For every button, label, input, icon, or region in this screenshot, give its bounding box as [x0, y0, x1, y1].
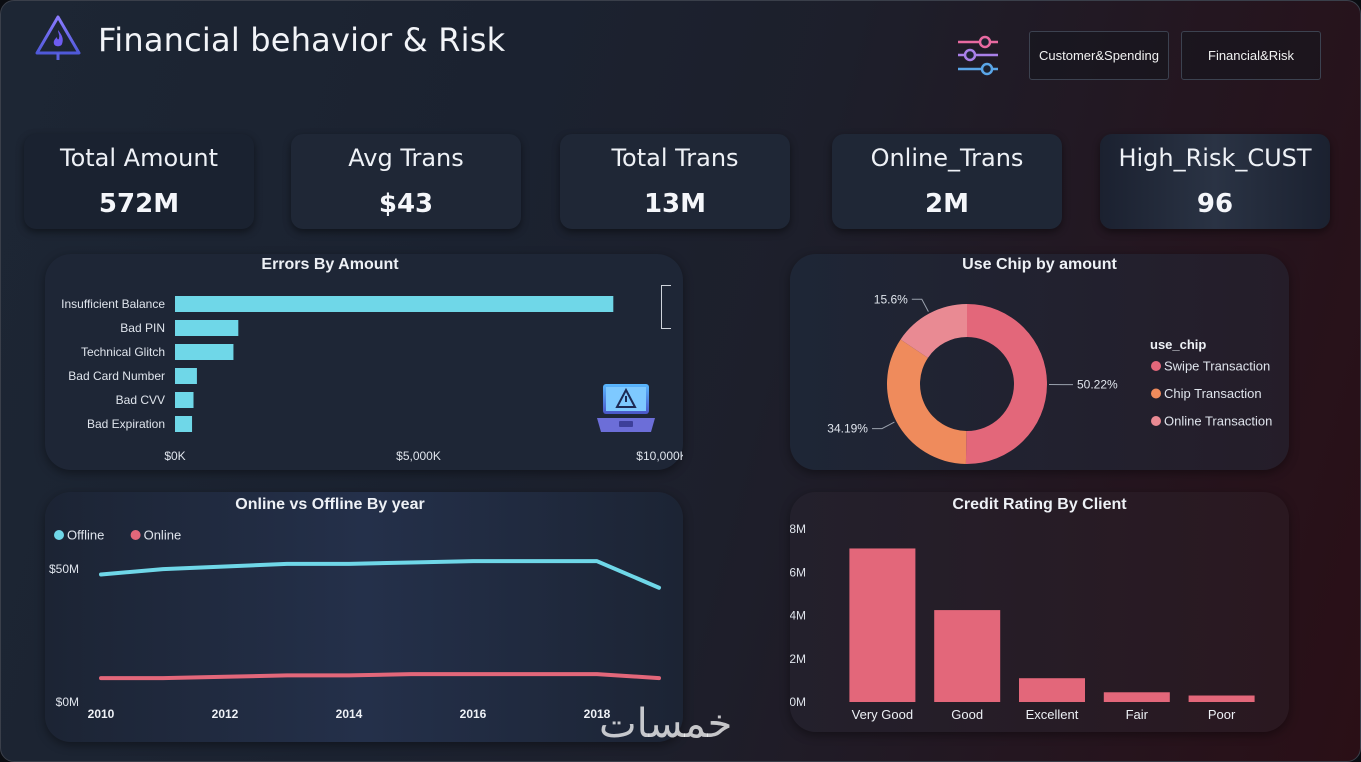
leader-line	[871, 421, 895, 430]
bar	[1019, 678, 1085, 702]
kpi-value: 96	[1196, 189, 1234, 219]
customer-spending-button[interactable]: Customer&Spending	[1029, 31, 1169, 80]
credit-rating-bar-chart: 0M 2M 4M 6M 8M Very Good Good Excellent Fair Poor	[790, 522, 1255, 722]
kpi-label: Avg Trans	[348, 144, 464, 172]
x-tick-label: $10,000K	[636, 449, 683, 463]
bar	[175, 368, 197, 384]
legend-label: Offline	[67, 528, 104, 543]
legend-marker	[130, 530, 141, 540]
online-offline-panel: Online vs Offline By year Offline Online $…	[45, 492, 683, 742]
bar	[175, 296, 614, 312]
y-tick-label: $0M	[56, 695, 79, 709]
bar	[934, 610, 1001, 702]
y-tick-label: 0M	[790, 695, 806, 709]
kpi-value: $43	[378, 189, 434, 219]
x-tick-label: 2018	[584, 707, 611, 721]
bar	[175, 320, 239, 336]
y-tick-label: 2M	[790, 652, 806, 666]
kpi-value: 2M	[925, 189, 969, 219]
data-label: 50.22%	[1077, 378, 1118, 392]
leader-line	[911, 298, 929, 312]
bar	[1103, 692, 1170, 702]
legend-label: Chip Transaction	[1164, 386, 1262, 401]
credit-rating-panel: Credit Rating By Client 0M 2M 4M 6M 8M Very G…	[790, 492, 1289, 732]
scroll-bracket	[661, 285, 671, 329]
chart-title: Errors By Amount	[261, 256, 399, 273]
y-tick-label: 4M	[790, 609, 806, 623]
kpi-value: 572M	[98, 189, 180, 219]
bar	[175, 416, 193, 432]
financial-risk-button[interactable]: Financial&Risk	[1181, 31, 1321, 80]
x-tick-label: Fair	[1126, 707, 1149, 722]
legend-title: use_chip	[1150, 337, 1206, 352]
donut-slice	[900, 304, 967, 358]
kpi-card-online-trans: Online_Trans 2M	[832, 134, 1062, 229]
bar	[1188, 695, 1255, 702]
legend-label: Online	[144, 528, 182, 543]
y-tick-label: Technical Glitch	[81, 345, 165, 359]
x-tick-label: $5,000K	[396, 449, 441, 463]
use-chip-donut-chart: 50.22% 34.19% 15.6% use_chip Swipe Transacti…	[827, 292, 1272, 464]
y-tick-label: 6M	[790, 565, 806, 579]
legend-marker	[1151, 416, 1161, 426]
x-tick-label: Excellent	[1026, 707, 1079, 722]
errors-by-amount-panel: Errors By Amount Insufficient Balance Bad…	[45, 254, 683, 470]
bar	[849, 548, 916, 702]
laptop-warning-icon	[597, 384, 655, 432]
legend-marker	[1151, 388, 1161, 399]
y-tick-label: Bad Card Number	[68, 369, 165, 383]
donut-slice	[887, 339, 967, 464]
series-line	[99, 559, 661, 590]
kpi-label: Total Amount	[60, 144, 218, 172]
x-tick-label: 2012	[212, 707, 239, 721]
legend-label: Swipe Transaction	[1164, 359, 1270, 374]
kpi-label: High_Risk_CUST	[1118, 144, 1312, 172]
filter-sliders-icon[interactable]	[956, 34, 1000, 78]
data-label: 15.6%	[874, 292, 908, 306]
legend-marker	[54, 530, 64, 540]
kpi-value: 13M	[643, 189, 707, 219]
y-tick-label: Bad PIN	[120, 321, 165, 335]
kpi-label: Online_Trans	[870, 144, 1024, 172]
series-line	[99, 672, 661, 681]
chart-title: Online vs Offline By year	[235, 496, 425, 513]
y-tick-label: $50M	[49, 562, 79, 576]
data-label: 34.19%	[827, 422, 868, 436]
bar	[175, 344, 234, 360]
y-tick-label: Bad CVV	[116, 393, 165, 407]
kpi-card-avg-trans: Avg Trans $43	[291, 134, 521, 229]
risk-logo-icon	[35, 15, 81, 60]
chart-title: Credit Rating By Client	[952, 496, 1127, 513]
x-tick-label: 2016	[460, 707, 487, 721]
errors-bar-chart: Insufficient Balance Bad PIN Technical Gli…	[61, 296, 683, 463]
donut-slice	[965, 304, 1047, 464]
x-tick-label: Good	[951, 707, 983, 722]
x-tick-label: 2014	[336, 707, 363, 721]
kpi-label: Total Trans	[611, 144, 739, 172]
x-tick-label: Very Good	[852, 707, 913, 722]
watermark-logo: خمسات	[599, 701, 733, 747]
y-tick-label: Insufficient Balance	[61, 297, 165, 311]
kpi-card-total-amount: Total Amount 572M	[24, 134, 254, 229]
kpi-card-total-trans: Total Trans 13M	[560, 134, 790, 229]
legend-marker	[1151, 361, 1161, 371]
bar	[175, 392, 194, 408]
x-tick-label: 2010	[88, 707, 115, 721]
y-tick-label: 8M	[790, 522, 806, 536]
online-offline-line-chart: Offline Online $0M $50M 2010 2012 2014 2016 2018	[49, 528, 661, 721]
use-chip-panel: Use Chip by amount 50.22% 34.19% 15.6% use_…	[790, 254, 1289, 470]
chart-title: Use Chip by amount	[962, 256, 1117, 273]
legend-label: Online Transaction	[1164, 414, 1272, 429]
kpi-card-high-risk-cust: High_Risk_CUST 96	[1100, 134, 1330, 229]
y-tick-label: Bad Expiration	[87, 417, 165, 431]
x-tick-label: $0K	[164, 449, 185, 463]
x-tick-label: Poor	[1208, 707, 1236, 722]
page-title: Financial behavior & Risk	[98, 21, 506, 59]
